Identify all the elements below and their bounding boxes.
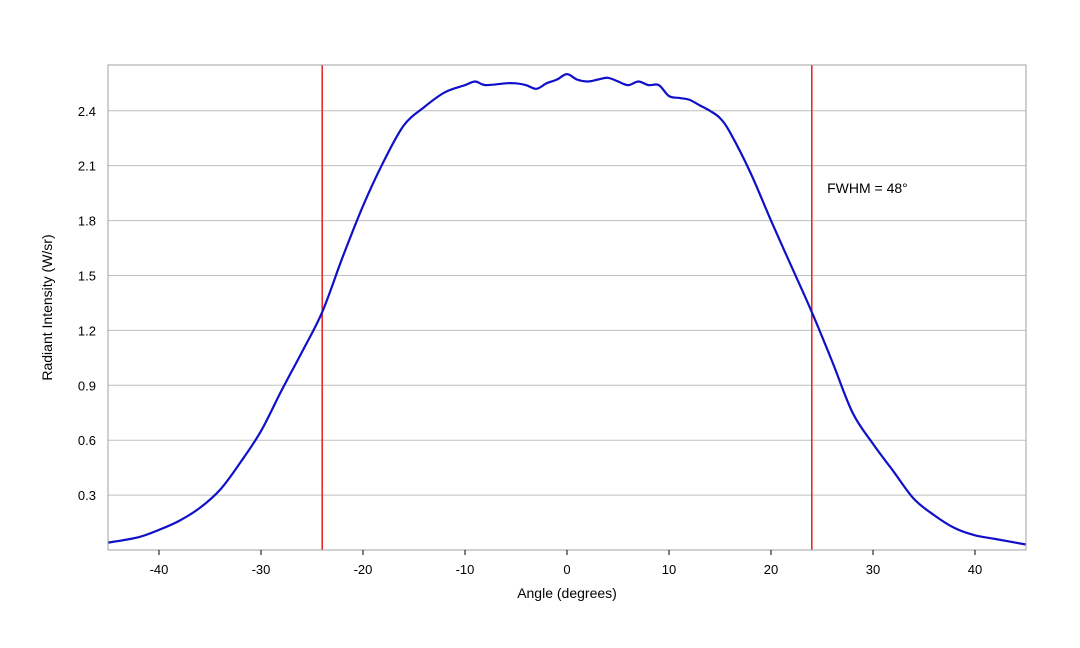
x-tick-label-0: -40 <box>150 562 169 577</box>
y-axis-label: Radiant Intensity (W/sr) <box>39 234 55 380</box>
fwhm-marker-lines <box>321 65 813 550</box>
y-tick-label-5: 1.8 <box>78 214 96 229</box>
y-tick-label-6: 2.1 <box>78 159 96 174</box>
y-tick-label-3: 1.2 <box>78 323 96 338</box>
x-tick-label-8: 40 <box>968 562 982 577</box>
x-tick-label-6: 20 <box>764 562 778 577</box>
x-tick-label-2: -20 <box>354 562 373 577</box>
x-tick-label-5: 10 <box>662 562 676 577</box>
plot-frame <box>107 64 1027 551</box>
x-tick-label-3: -10 <box>456 562 475 577</box>
series-group <box>107 73 1027 546</box>
series-line-0 <box>107 73 1027 546</box>
y-tick-label-0: 0.3 <box>78 488 96 503</box>
x-tick-label-1: -30 <box>252 562 271 577</box>
y-tick-label-1: 0.6 <box>78 433 96 448</box>
grid-lines <box>108 110 1026 496</box>
y-tick-label-4: 1.5 <box>78 268 96 283</box>
fwhm-annotation: FWHM = 48° <box>827 180 908 196</box>
x-axis-ticks: -40 -30 -20 -10 0 10 20 30 40 <box>150 550 982 577</box>
x-tick-label-4: 0 <box>563 562 570 577</box>
y-axis-ticks: 0.3 0.6 0.9 1.2 1.5 1.8 2.1 2.4 <box>78 104 96 503</box>
y-tick-label-2: 0.9 <box>78 378 96 393</box>
y-tick-label-7: 2.4 <box>78 104 96 119</box>
x-axis-label: Angle (degrees) <box>517 585 617 601</box>
x-tick-label-7: 30 <box>866 562 880 577</box>
